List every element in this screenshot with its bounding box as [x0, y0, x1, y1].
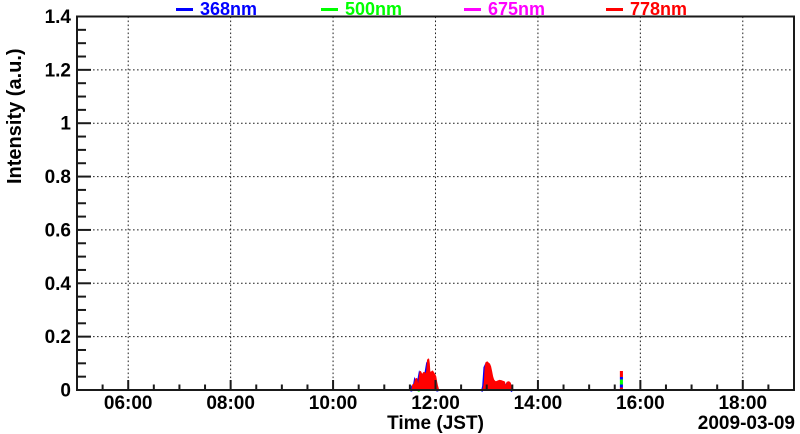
legend-label: 500nm — [345, 0, 403, 19]
burst-778nm — [482, 361, 514, 391]
x-axis-title: Time (JST) — [387, 413, 484, 434]
legend-line-icon — [321, 7, 338, 11]
date-annotation: 2009-03-09 — [697, 413, 795, 434]
x-tick-label: 18:00 — [718, 393, 767, 414]
x-tick-labels: 06:00 08:00 10:00 12:00 14:00 16:00 18:00 — [104, 393, 767, 414]
x-tick-label: 16:00 — [616, 393, 665, 414]
y-tick-label: 0.2 — [45, 327, 71, 348]
legend-line-icon — [176, 7, 193, 11]
x-tick-label: 10:00 — [309, 393, 358, 414]
legend-label: 778nm — [630, 0, 688, 19]
spike-segment-778nm — [619, 387, 623, 390]
spike-segment-368nm — [619, 376, 623, 380]
x-tick-label: 08:00 — [206, 393, 255, 414]
spike-segment-368nm — [619, 384, 623, 388]
chart-legend: 368nm 500nm 675nm 778nm — [0, 0, 800, 18]
x-tick-label: 12:00 — [411, 393, 460, 414]
legend-label: 368nm — [200, 0, 258, 19]
y-tick-labels: 0 0.2 0.4 0.6 0.8 1 1.2 1.4 — [45, 7, 72, 402]
y-tick-label: 0.4 — [45, 274, 72, 295]
y-tick-label: 1 — [60, 114, 71, 135]
spike-segment-778nm — [619, 370, 623, 377]
series-778nm — [411, 358, 514, 391]
axis-ticks — [77, 28, 770, 390]
x-tick-label: 14:00 — [514, 393, 563, 414]
legend-item-778nm: 778nm — [606, 0, 687, 18]
x-tick-label: 06:00 — [104, 393, 153, 414]
legend-line-icon — [464, 7, 481, 11]
gridlines — [77, 16, 794, 390]
y-tick-label: 0.6 — [45, 220, 71, 241]
y-tick-label: 1.2 — [45, 60, 71, 81]
y-tick-label: 0 — [60, 381, 71, 402]
spike-event — [619, 370, 623, 390]
y-axis-title: Intensity (a.u.) — [4, 48, 26, 184]
burst-778nm — [411, 358, 440, 391]
legend-item-500nm: 500nm — [321, 0, 402, 18]
legend-line-icon — [606, 7, 623, 11]
legend-item-368nm: 368nm — [176, 0, 257, 18]
y-tick-label: 1.4 — [45, 7, 72, 28]
legend-item-675nm: 675nm — [464, 0, 545, 18]
y-tick-label: 0.8 — [45, 167, 71, 188]
spike-segment-500nm — [619, 379, 623, 385]
legend-label: 675nm — [488, 0, 546, 19]
